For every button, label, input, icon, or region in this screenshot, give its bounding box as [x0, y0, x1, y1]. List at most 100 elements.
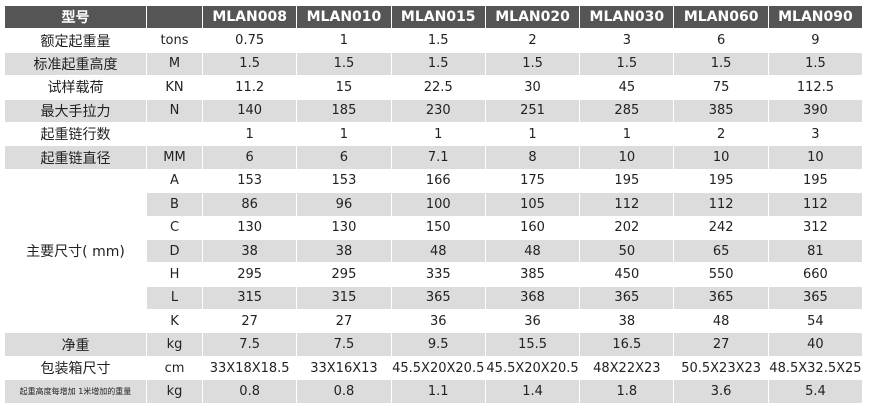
table-row: 标准起重高度 M 1.5 1.5 1.5 1.5 1.5 1.5 1.5: [4, 51, 864, 77]
value: 1: [296, 121, 392, 147]
value: 30: [484, 75, 581, 100]
value: 48: [484, 238, 581, 264]
value: 1: [201, 121, 298, 147]
value: 1.5: [390, 28, 486, 53]
value: 22.5: [390, 75, 486, 100]
value: 2: [673, 121, 769, 147]
value: 285: [579, 98, 675, 123]
value: 365: [579, 285, 675, 311]
model-header: MLAN090: [767, 4, 864, 30]
table-row: 包装箱尺寸 cm 33X18X18.5 33X16X13 45.5X20X20.5 45.…: [4, 355, 864, 381]
value: 45.5X20X20.5: [484, 355, 581, 381]
model-header: MLAN015: [390, 4, 486, 30]
row-label: 最大手拉力: [4, 98, 147, 123]
table-row: L 315 315 365 368 365 365 365: [5, 285, 864, 311]
value: 45.5X20X20.5: [390, 355, 486, 381]
value: 185: [296, 98, 392, 123]
unit: cm: [146, 355, 203, 381]
table-row: 起重链行数 1 1 1 1 1 2 3: [4, 121, 864, 147]
value: 36: [390, 309, 486, 334]
model-header: MLAN020: [484, 4, 581, 30]
value: 48: [390, 238, 486, 264]
value: 48: [673, 309, 769, 334]
value: 0.75: [201, 28, 298, 53]
value: 48X22X23: [579, 355, 675, 381]
table-row: 净重 kg 7.5 7.5 9.5 15.5 16.5 27 40: [4, 332, 864, 357]
value: 48.5X32.5X25: [767, 355, 864, 381]
value: 1.5: [484, 51, 581, 77]
value: 96: [296, 192, 392, 217]
value: 1.5: [767, 51, 864, 77]
value: 27: [201, 309, 298, 334]
sub-label: H: [146, 262, 203, 287]
value: 15.5: [484, 332, 581, 357]
value: 65: [673, 238, 769, 264]
value: 8: [484, 145, 581, 170]
value: 15: [296, 75, 392, 100]
group-label: 主要尺寸( mm): [4, 168, 147, 334]
unit: KN: [146, 75, 203, 100]
value: 1.5: [201, 51, 298, 77]
value: 335: [390, 262, 486, 287]
sub-label: K: [146, 309, 203, 334]
unit: MM: [146, 145, 203, 170]
row-label: 起重链直径: [4, 145, 147, 170]
value: 1: [390, 121, 486, 147]
value: 202: [579, 215, 675, 240]
value: 1: [484, 121, 581, 147]
value: 1.4: [484, 379, 581, 404]
value: 36: [484, 309, 581, 334]
sub-label: D: [146, 238, 203, 264]
value: 5.4: [767, 379, 864, 404]
value: 7.1: [390, 145, 486, 170]
value: 45: [579, 75, 675, 100]
value: 195: [579, 168, 675, 194]
value: 3: [767, 121, 864, 147]
value: 175: [484, 168, 581, 194]
value: 312: [767, 215, 864, 240]
value: 450: [579, 262, 675, 287]
table-row: 型号 MLAN008 MLAN010 MLAN015 MLAN020 MLAN030 MLA…: [4, 4, 864, 30]
row-label: 起重链行数: [4, 121, 147, 147]
table-row: 最大手拉力 N 140 185 230 251 285 385 390: [4, 98, 864, 123]
value: 315: [201, 285, 298, 311]
value: 195: [673, 168, 769, 194]
row-label: 包装箱尺寸: [4, 355, 147, 381]
unit: M: [146, 51, 203, 77]
table-row: C 130 130 150 160 202 242 312: [5, 215, 864, 240]
value: 6: [673, 28, 769, 53]
value: 365: [390, 285, 486, 311]
value: 1.5: [673, 51, 769, 77]
value: 105: [484, 192, 581, 217]
value: 33X16X13: [296, 355, 392, 381]
value: 1.1: [390, 379, 486, 404]
value: 251: [484, 98, 581, 123]
table-row: B 86 96 100 105 112 112 112: [5, 192, 864, 217]
sub-label: A: [146, 168, 203, 194]
value: 230: [390, 98, 486, 123]
value: 2: [484, 28, 581, 53]
sub-label: L: [146, 285, 203, 311]
value: 0.8: [201, 379, 298, 404]
model-header: MLAN030: [579, 4, 675, 30]
row-label: 起重高度每增加 1米增加的重量: [4, 379, 147, 404]
value: 365: [673, 285, 769, 311]
value: 38: [201, 238, 298, 264]
value: 295: [201, 262, 298, 287]
unit: tons: [146, 28, 203, 53]
model-header: MLAN008: [201, 4, 298, 30]
table-row: 额定起重量 tons 0.75 1 1.5 2 3 6 9: [4, 28, 864, 53]
value: 10: [767, 145, 864, 170]
unit: kg: [146, 379, 203, 404]
header-blank: [146, 4, 203, 30]
value: 3: [579, 28, 675, 53]
value: 140: [201, 98, 298, 123]
value: 1.8: [579, 379, 675, 404]
table-row: 试样载荷 KN 11.2 15 22.5 30 45 75 112.5: [4, 75, 864, 100]
value: 166: [390, 168, 486, 194]
value: 160: [484, 215, 581, 240]
value: 242: [673, 215, 769, 240]
value: 6: [296, 145, 392, 170]
value: 27: [673, 332, 769, 357]
